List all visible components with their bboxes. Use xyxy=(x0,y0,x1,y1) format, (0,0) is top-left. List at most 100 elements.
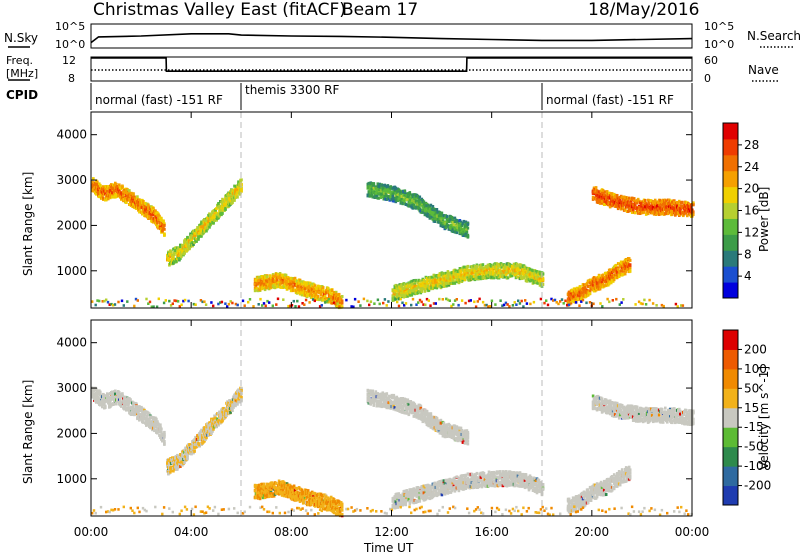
data-cell xyxy=(578,304,580,307)
data-cell xyxy=(606,298,608,301)
data-cell xyxy=(629,264,632,267)
data-cell xyxy=(341,295,344,298)
data-cell xyxy=(595,186,598,189)
data-cell xyxy=(163,224,166,227)
data-cell xyxy=(303,303,305,306)
data-cell xyxy=(114,303,116,306)
data-cell xyxy=(359,304,361,307)
data-cell xyxy=(107,301,109,304)
data-cell xyxy=(128,189,131,192)
data-cell xyxy=(564,300,566,303)
data-cell xyxy=(117,301,119,304)
data-cell xyxy=(294,305,296,308)
data-cell xyxy=(115,403,118,406)
data-cell xyxy=(205,303,207,306)
data-cell xyxy=(373,302,375,305)
data-cell xyxy=(357,300,359,303)
data-cell xyxy=(160,217,163,220)
data-cell xyxy=(386,304,388,307)
data-cell xyxy=(228,303,230,306)
data-cell xyxy=(382,302,384,305)
data-cell xyxy=(163,233,166,236)
data-cell xyxy=(449,299,451,302)
data-cell xyxy=(345,299,347,302)
data-cell xyxy=(98,300,100,303)
data-cell xyxy=(582,299,584,302)
data-cell xyxy=(394,298,396,301)
data-cell xyxy=(592,303,594,306)
data-cell xyxy=(268,301,270,304)
data-cell xyxy=(648,299,650,302)
nsearch-tick-top: 10^5 xyxy=(704,20,734,33)
data-cell xyxy=(491,300,493,303)
data-cell xyxy=(308,301,310,304)
data-cell xyxy=(634,303,636,306)
data-cell xyxy=(293,300,295,303)
data-cell xyxy=(489,305,491,308)
data-cell xyxy=(519,302,521,305)
y-tick-label: 3000 xyxy=(56,173,87,187)
nave-label: Nave xyxy=(748,63,779,77)
data-cell xyxy=(524,299,526,302)
data-cell xyxy=(643,299,645,302)
data-cell xyxy=(677,305,679,308)
data-cell xyxy=(263,302,265,305)
data-cell xyxy=(338,293,341,296)
data-cell xyxy=(105,299,107,302)
nsky-tick-bottom: 10^0 xyxy=(55,38,85,51)
data-cell xyxy=(675,303,677,306)
data-cell xyxy=(589,301,591,304)
data-cell xyxy=(464,302,466,305)
data-cell xyxy=(210,301,212,304)
data-cell xyxy=(514,301,516,304)
data-cell xyxy=(575,301,577,304)
data-cell xyxy=(589,292,592,295)
data-cell xyxy=(377,299,379,302)
data-cell xyxy=(526,302,528,305)
data-cell xyxy=(641,303,643,306)
data-cell xyxy=(478,298,480,301)
data-cell xyxy=(226,305,228,308)
data-cell xyxy=(221,301,223,304)
data-cell xyxy=(258,303,260,306)
freq-line xyxy=(91,58,692,71)
data-cell xyxy=(629,270,632,273)
data-cell xyxy=(467,223,470,226)
nave-tick-top: 60 xyxy=(704,54,718,67)
data-cell xyxy=(305,299,307,302)
data-cell xyxy=(612,299,614,302)
data-cell xyxy=(561,298,563,301)
data-cell xyxy=(296,300,298,303)
data-cell xyxy=(467,227,470,230)
data-cell xyxy=(184,299,186,302)
data-cell xyxy=(354,298,356,301)
data-cell xyxy=(405,302,407,305)
data-cell xyxy=(341,300,344,303)
data-cell xyxy=(336,302,338,305)
data-cell xyxy=(466,230,469,233)
data-cell xyxy=(438,298,440,301)
data-cell xyxy=(652,302,654,305)
data-cell xyxy=(599,302,601,305)
data-cell xyxy=(252,305,254,308)
data-cell xyxy=(467,265,470,268)
data-cell xyxy=(121,300,123,303)
data-cell xyxy=(247,301,249,304)
y-tick-label: 1000 xyxy=(56,264,87,278)
data-cell xyxy=(165,299,167,302)
data-cell xyxy=(236,196,239,199)
data-cell xyxy=(314,300,316,303)
nave-tick-bottom: 0 xyxy=(704,72,711,85)
data-cell xyxy=(571,300,573,303)
nsearch-label: N.Search xyxy=(747,29,800,43)
data-cell xyxy=(322,286,325,289)
freq-tick-top: 12 xyxy=(62,54,76,67)
data-cell xyxy=(547,304,549,307)
data-cell xyxy=(180,304,182,307)
data-cell xyxy=(473,301,475,304)
data-cell xyxy=(542,278,545,281)
data-cell xyxy=(277,298,279,301)
data-cell xyxy=(400,298,402,301)
data-cell xyxy=(645,303,647,306)
data-cell xyxy=(237,304,239,307)
